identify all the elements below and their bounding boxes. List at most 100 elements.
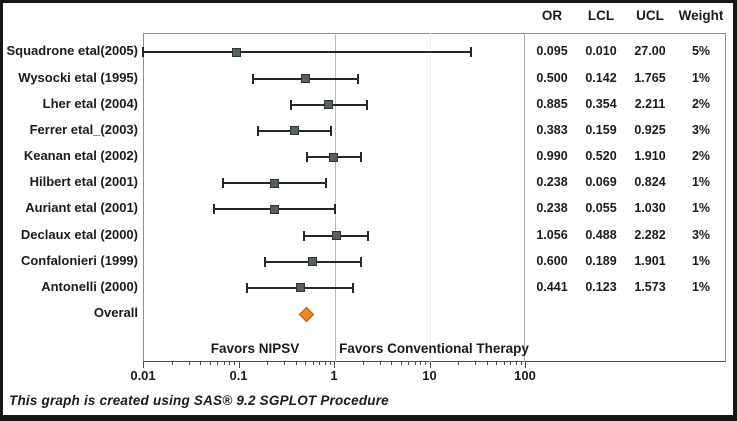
table-cell-weight: 1% [691,70,711,85]
x-minor-tick [188,362,190,365]
ci-cap-left [263,256,266,267]
or-marker [308,257,318,267]
ci-cap-right [359,152,362,163]
ci-cap-right [365,99,368,110]
ci-cap-left [289,99,292,110]
table-cell-lcl: 0.520 [585,149,617,164]
or-marker [331,231,341,241]
favors-nipsv-label: Favors NIPSV [210,341,300,356]
x-major-tick [525,362,526,368]
ci-cap-left [212,204,215,215]
ci-cap-left [303,230,306,241]
ci-cap-left [246,282,249,293]
table-cell-or: 0.238 [536,201,568,216]
table-cell-lcl: 0.142 [585,70,617,85]
x-minor-tick [458,362,460,365]
study-label: Wysocki etal (1995) [18,69,138,85]
table-cell-or: 0.500 [536,70,568,85]
table-cell-weight: 1% [691,175,711,190]
or-marker [289,126,299,136]
table-cell-lcl: 0.159 [585,122,617,137]
x-major-tick [143,362,144,368]
ci-cap-right [367,230,370,241]
table-cell-lcl: 0.488 [585,227,617,242]
table-cell-ucl: 2.211 [634,96,666,111]
x-minor-tick [209,362,211,365]
table-cell-weight: 1% [691,279,711,294]
ci-cap-left [252,73,255,84]
table-cell-weight: 5% [691,44,711,59]
table-cell-or: 0.383 [536,122,568,137]
table-cell-or: 0.441 [536,279,568,294]
x-minor-tick [217,362,219,365]
x-minor-tick [400,362,402,365]
x-minor-tick [324,362,326,365]
x-minor-tick [486,362,488,365]
favors-conventional-label: Favors Conventional Therapy [339,341,529,356]
x-tick-label: 10 [422,368,437,383]
table-cell-ucl: 1.901 [634,253,666,268]
x-minor-tick [496,362,498,365]
ci-cap-right [334,204,337,215]
ci-cap-left [256,125,259,136]
x-minor-tick [503,362,505,365]
x-minor-tick [515,362,517,365]
x-minor-tick [319,362,321,365]
x-minor-tick [229,362,231,365]
ci-cap-right [351,282,354,293]
x-tick-label: 100 [514,368,536,383]
table-cell-weight: 3% [691,122,711,137]
x-tick-label: 0.01 [130,368,156,383]
table-cell-ucl: 0.925 [634,122,666,137]
x-minor-tick [520,362,522,365]
table-cell-ucl: 27.00 [634,44,666,59]
table-cell-lcl: 0.055 [585,201,617,216]
ci-cap-left [305,152,308,163]
study-label: Ferrer etal_(2003) [29,121,138,137]
table-cell-or: 0.990 [536,149,568,164]
reference-line-1 [335,33,336,362]
overall-label: Overall [93,305,138,320]
study-label: Hilbert etal (2001) [29,174,138,190]
x-minor-tick [267,362,269,365]
column-header-ucl: UCL [636,8,664,23]
x-minor-tick [414,362,416,365]
x-minor-tick [510,362,512,365]
x-tick-label: 0.1 [229,368,248,383]
x-minor-tick [305,362,307,365]
gridline-10 [430,33,431,362]
x-minor-tick [329,362,331,365]
x-major-tick [238,362,240,368]
table-cell-lcl: 0.123 [585,279,617,294]
table-cell-ucl: 2.282 [634,227,666,242]
ci-cap-right [359,256,362,267]
x-minor-tick [200,362,202,365]
column-header-weight: Weight [678,8,724,23]
table-cell-ucl: 0.824 [634,175,666,190]
study-label: Auriant etal (2001) [25,200,138,216]
x-minor-tick [171,362,173,365]
x-minor-tick [425,362,427,365]
table-cell-ucl: 1.910 [634,149,666,164]
ci-cap-right [324,178,327,189]
table-cell-or: 0.238 [536,175,568,190]
table-cell-weight: 2% [691,149,711,164]
table-cell-weight: 3% [691,227,711,242]
x-minor-tick [234,362,236,365]
column-header-lcl: LCL [587,8,615,23]
table-cell-ucl: 1.573 [634,279,666,294]
ci-cap-left [222,178,225,189]
ci-line [143,51,471,54]
or-marker [324,100,334,110]
table-cell-weight: 1% [691,201,711,216]
table-cell-lcl: 0.069 [585,175,617,190]
table-cell-or: 0.095 [536,44,568,59]
study-label: Lher etal (2004) [42,95,138,111]
x-major-tick [334,362,335,368]
plot-area [143,33,726,362]
ci-cap-right [469,47,472,58]
column-header-or: OR [541,8,563,23]
table-cell-weight: 2% [691,96,711,111]
x-minor-tick [379,362,381,365]
